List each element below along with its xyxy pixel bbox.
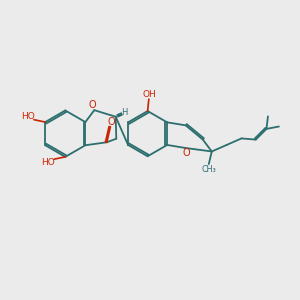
Text: HO: HO (41, 158, 55, 167)
Text: HO: HO (21, 112, 35, 121)
Text: O: O (183, 148, 190, 158)
Text: O: O (89, 100, 96, 110)
Text: OH: OH (142, 90, 156, 99)
Text: O: O (108, 117, 115, 127)
Text: H: H (122, 108, 128, 117)
Text: CH₃: CH₃ (201, 164, 216, 173)
